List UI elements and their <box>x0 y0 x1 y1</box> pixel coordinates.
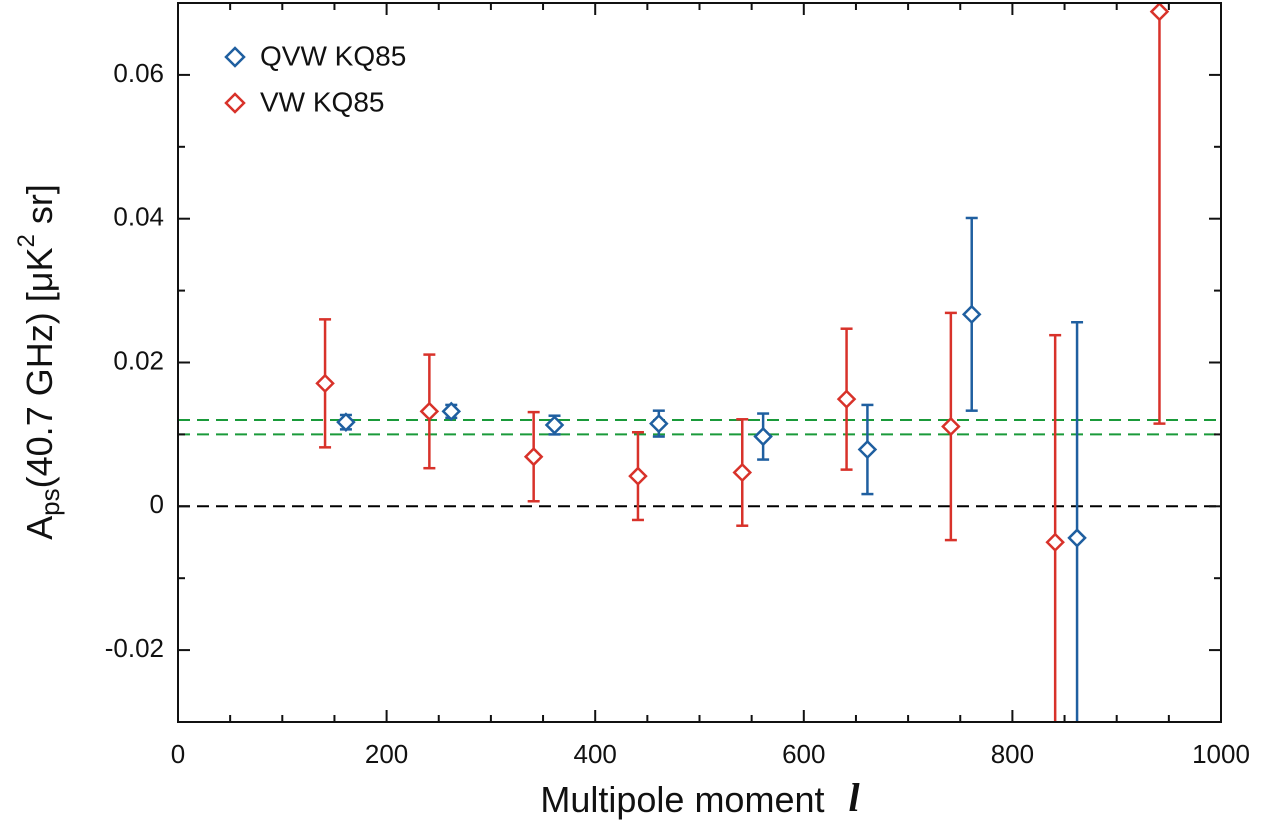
point <box>336 412 356 432</box>
error-bar <box>1153 3 1166 425</box>
plot-area <box>178 3 1221 722</box>
y-tick-label: 0.04 <box>113 202 164 232</box>
point <box>628 466 648 486</box>
y-label-main: (40.7 GHz) [μK <box>19 248 60 489</box>
point <box>523 446 544 467</box>
legend-label: QVW KQ85 <box>260 40 406 71</box>
y-axis-label: Aps(40.7 GHz) [μK2 sr] <box>13 184 65 540</box>
x-tick-label: 600 <box>782 739 825 769</box>
y-label-end: sr] <box>19 184 60 234</box>
x-label-text: Multipole moment <box>540 779 824 820</box>
y-label-sub: ps <box>35 488 65 515</box>
point <box>649 413 669 434</box>
point <box>1045 532 1065 553</box>
y-tick-label: 0 <box>150 489 164 519</box>
point <box>1067 528 1087 548</box>
y-label-sup: 2 <box>13 234 40 247</box>
point <box>753 426 773 447</box>
y-tick-label: 0.02 <box>113 345 164 375</box>
point <box>544 415 565 435</box>
y-label-a: A <box>19 516 60 540</box>
x-tick-label: 200 <box>365 739 408 769</box>
x-tick-label: 1000 <box>1192 739 1250 769</box>
legend-marker <box>224 46 246 68</box>
point <box>419 401 440 422</box>
y-tick-label: -0.02 <box>105 633 164 663</box>
point <box>857 439 878 460</box>
point <box>941 416 961 437</box>
point <box>315 373 335 394</box>
y-tick-label: 0.06 <box>113 58 164 88</box>
x-label-symbol: l <box>849 775 861 820</box>
legend-label: VW KQ85 <box>260 86 384 117</box>
point <box>732 462 753 483</box>
legend-marker <box>224 92 246 114</box>
x-axis-label: Multipole moment l <box>540 775 860 820</box>
x-tick-label: 800 <box>991 739 1034 769</box>
point <box>961 304 982 325</box>
point <box>441 401 462 422</box>
point <box>836 389 857 409</box>
x-tick-label: 400 <box>574 739 617 769</box>
point <box>1149 3 1170 22</box>
x-tick-label: 0 <box>171 739 185 769</box>
